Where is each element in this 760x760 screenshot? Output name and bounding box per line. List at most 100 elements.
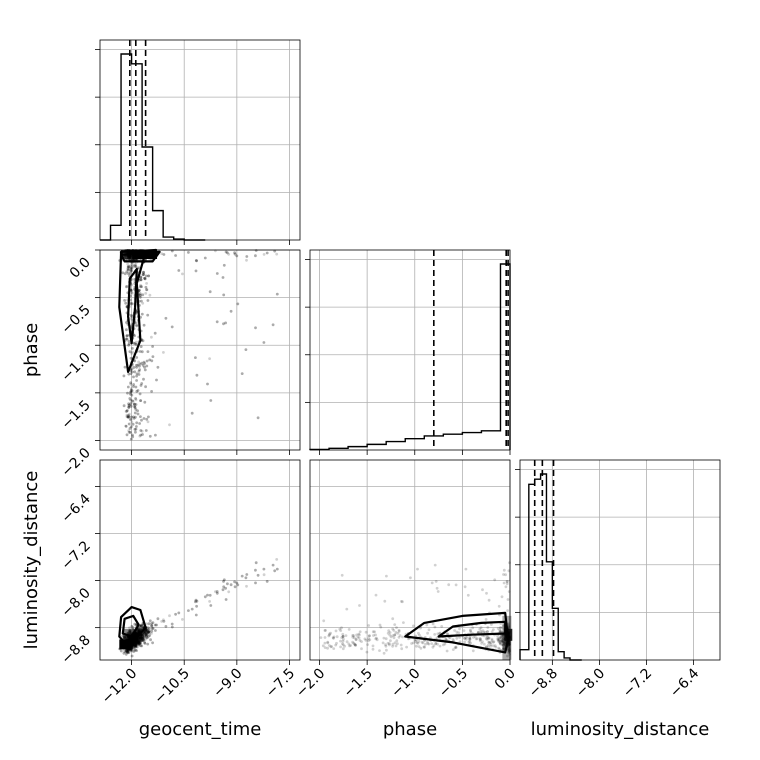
scatter-point xyxy=(154,433,157,437)
scatter-point xyxy=(358,633,361,637)
scatter-point xyxy=(151,355,155,358)
scatter-point xyxy=(132,375,135,379)
scatter-point xyxy=(132,256,136,260)
scatter-point xyxy=(502,581,506,585)
scatter-point xyxy=(468,637,472,640)
scatter-point xyxy=(142,271,145,274)
scatter-point xyxy=(143,641,147,644)
scatter-point xyxy=(121,271,125,275)
x-axis-label-phase: phase xyxy=(383,719,437,740)
scatter-point xyxy=(319,636,323,639)
scatter-point xyxy=(139,278,143,282)
scatter-point xyxy=(139,278,143,282)
scatter-point xyxy=(323,636,327,639)
scatter-point xyxy=(135,372,139,376)
scatter-point xyxy=(224,250,228,254)
scatter-point xyxy=(139,384,143,387)
scatter-point xyxy=(497,604,501,608)
scatter-point xyxy=(124,410,128,413)
scatter-point xyxy=(142,270,146,274)
scatter-point xyxy=(142,323,146,327)
scatter-point xyxy=(141,293,145,297)
scatter-point xyxy=(145,634,148,638)
scatter-point xyxy=(155,623,158,627)
scatter-point xyxy=(395,626,398,629)
scatter-point xyxy=(126,385,130,389)
scatter-point xyxy=(133,370,137,374)
frame-layer xyxy=(99,39,721,661)
scatter-point xyxy=(133,264,137,268)
scatter-point xyxy=(135,254,139,258)
scatter-point xyxy=(156,617,160,621)
scatter-point xyxy=(133,359,137,363)
scatter-point xyxy=(135,310,139,314)
scatter-point xyxy=(132,255,136,259)
scatter-point xyxy=(135,633,138,636)
scatter-point xyxy=(132,415,135,419)
scatter-point xyxy=(125,413,129,417)
scatter-point xyxy=(434,642,438,645)
scatter-point xyxy=(394,644,398,648)
scatter-point xyxy=(131,399,134,403)
histogram-layer xyxy=(100,40,582,661)
scatter-point xyxy=(262,253,266,256)
scatter-point xyxy=(138,289,141,292)
scatter-point xyxy=(145,288,149,292)
scatter-point xyxy=(130,649,134,653)
scatter-point xyxy=(132,366,136,369)
scatter-point xyxy=(146,299,150,302)
scatter-point xyxy=(421,641,425,645)
scatter-point xyxy=(138,350,142,353)
scatter-point xyxy=(265,251,269,255)
scatter-point xyxy=(135,257,139,260)
scatter-point xyxy=(254,326,257,330)
scatter-point xyxy=(141,363,145,367)
scatter-point xyxy=(143,400,147,404)
scatter-point xyxy=(133,649,137,653)
scatter-point xyxy=(139,276,143,279)
scatter-point xyxy=(485,591,488,595)
scatter-point xyxy=(126,640,130,644)
scatter-point xyxy=(208,290,212,294)
scatter-point xyxy=(206,382,209,386)
x-tick-label-geocent_time-0: −12.0 xyxy=(99,666,141,708)
scatter-point xyxy=(138,364,141,368)
scatter-point xyxy=(139,283,143,287)
scatter-point xyxy=(134,265,138,268)
scatter-point xyxy=(129,398,133,402)
scatter-point xyxy=(136,639,139,642)
scatter-point xyxy=(132,256,136,259)
scatter-point xyxy=(140,361,144,365)
scatter-point xyxy=(125,433,129,437)
scatter-point xyxy=(170,625,174,629)
scatter-point xyxy=(132,385,135,388)
scatter-point xyxy=(133,428,137,431)
scatter-point xyxy=(134,430,137,434)
scatter-point xyxy=(136,389,140,392)
scatter-point xyxy=(140,312,144,316)
scatter-point xyxy=(135,642,139,646)
scatter-point xyxy=(129,313,133,317)
scatter-point xyxy=(131,347,134,350)
scatter-point xyxy=(203,256,207,260)
scatter-point xyxy=(146,420,150,424)
scatter-point xyxy=(338,627,342,631)
histogram-geocent_time xyxy=(100,53,206,241)
scatter-point xyxy=(126,255,130,259)
y-tick-label-phase-4: 0.0 xyxy=(67,255,94,282)
scatter-point xyxy=(148,358,152,362)
scatter-point xyxy=(129,638,133,642)
scatter-point xyxy=(128,631,132,634)
y-tick-label-luminosity_distance-3: −6.4 xyxy=(58,491,93,526)
scatter-point xyxy=(215,272,219,275)
scatter-point xyxy=(164,316,168,320)
histogram-phase xyxy=(309,263,511,451)
scatter-point xyxy=(425,623,429,627)
scatter-point xyxy=(130,255,134,259)
scatter-point xyxy=(435,586,439,590)
scatter-point xyxy=(140,644,144,648)
scatter-point xyxy=(426,642,430,645)
scatter-point xyxy=(128,255,131,258)
scatter-point xyxy=(162,618,165,622)
scatter-point xyxy=(146,313,150,317)
